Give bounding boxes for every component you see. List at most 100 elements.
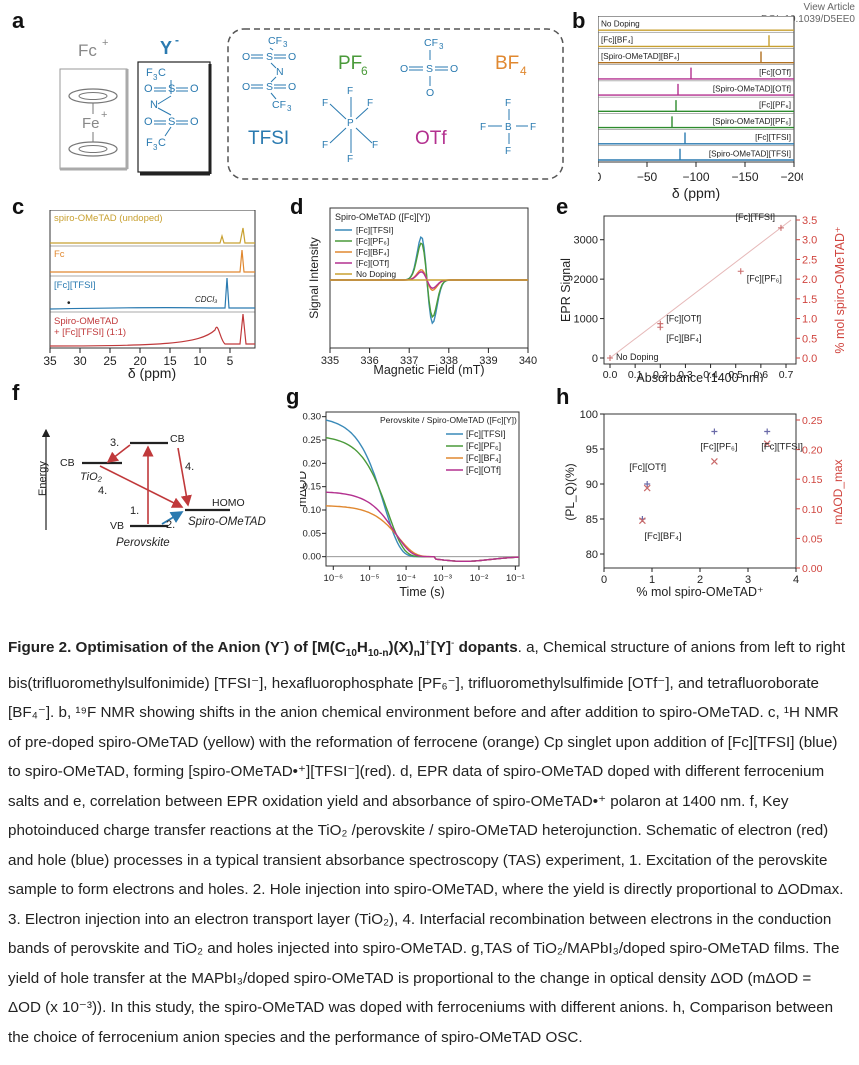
panel-d-frame bbox=[329, 207, 529, 349]
g-ytick-label: 0.20 bbox=[303, 458, 322, 469]
panel-letter-h: h bbox=[556, 384, 570, 409]
bf4-f3: F bbox=[530, 122, 536, 133]
panel-g-ylabel: mΔOD bbox=[300, 471, 309, 507]
tfsi2-o1: O bbox=[242, 51, 250, 63]
panel-e-xlabel: Absorbance (1400 nm) bbox=[636, 371, 763, 382]
f-homo-label: HOMO bbox=[212, 497, 245, 509]
f-cb-label: CB bbox=[60, 457, 75, 469]
panel-g-frame bbox=[325, 411, 520, 567]
e-y2tick-label: 3.5 bbox=[802, 215, 817, 227]
view-article-label[interactable]: View Article bbox=[803, 2, 855, 13]
h-ytick-label: 85 bbox=[586, 514, 598, 526]
view-article-link[interactable]: View Article DOI: 10.1039/D5EE0 bbox=[761, 2, 855, 26]
b-tick-label: −150 bbox=[731, 170, 758, 184]
b-trace bbox=[598, 148, 794, 161]
b-tick-label: 0 bbox=[598, 170, 602, 184]
f-step3: 3. bbox=[110, 437, 119, 449]
bf4-f4: F bbox=[505, 146, 511, 157]
g-legend-label: [Fc][OTf] bbox=[466, 465, 501, 475]
panel-letter-a: a bbox=[12, 8, 25, 33]
tfsi-c-top: C bbox=[158, 67, 166, 79]
recombination-arrow-cb bbox=[177, 447, 192, 507]
fe-label: Fe bbox=[82, 115, 100, 132]
c-tick-label: 35 bbox=[43, 354, 57, 368]
h-xtick-label: 1 bbox=[649, 574, 655, 586]
tfsi2-cf3-bot: CF bbox=[272, 99, 286, 111]
tfsi2-n: N bbox=[276, 66, 284, 78]
d-legend-label: [Fc][TFSI] bbox=[356, 225, 393, 235]
cp-ring-bottom-icon bbox=[68, 141, 118, 157]
c-tick-label: 25 bbox=[103, 354, 117, 368]
pf6-f2: F bbox=[322, 98, 328, 109]
d-legend-label: [Fc][OTf] bbox=[356, 258, 389, 268]
h-y2tick-label: 0.10 bbox=[802, 504, 823, 516]
h-plq-point bbox=[644, 481, 651, 487]
e-point bbox=[657, 320, 664, 327]
h-plq-point bbox=[764, 428, 771, 435]
panel-letter-b: b bbox=[572, 8, 586, 33]
g-xtick-label: 10⁻² bbox=[470, 573, 489, 584]
f-tio2-label: TiO₂ bbox=[80, 471, 103, 483]
e-y2tick-label: 3.0 bbox=[802, 235, 817, 247]
b-trace-label: [Spiro-OMeTAD][BF₄] bbox=[601, 52, 679, 61]
panel-b-nmr: No Doping [Fc][BF₄] [Spiro-OMeTAD][BF₄] [Fc… bbox=[598, 16, 803, 201]
e-point bbox=[737, 268, 744, 275]
tfsi-f3c-bot: F bbox=[146, 137, 153, 149]
f-step4b: 4. bbox=[98, 485, 107, 497]
pf6-label: PF bbox=[338, 53, 362, 74]
panel-h-y2label: mΔOD_max bbox=[831, 459, 845, 524]
tfsi-f3c-top-sub: 3 bbox=[153, 73, 158, 82]
panel-e-ylabel: EPR Signal bbox=[560, 258, 573, 322]
g-ytick-label: 0.00 bbox=[303, 552, 322, 563]
tfsi2-o4: O bbox=[288, 81, 296, 93]
c-trace-fctfsi bbox=[49, 277, 255, 310]
h-point-label: [Fc][TFSI] bbox=[761, 442, 803, 453]
f-cb2-label: CB bbox=[170, 433, 185, 445]
e-y2tick-label: 1.0 bbox=[802, 314, 817, 326]
h-dod-point bbox=[763, 440, 771, 448]
panel-e-chart: EPR Signal % mol spiro-OMeTAD⁺ 0 1000 2000… bbox=[560, 212, 847, 382]
h-ytick-label: 95 bbox=[586, 444, 598, 456]
svg-text:•: • bbox=[67, 298, 71, 309]
h-y2tick-label: 0.05 bbox=[802, 533, 823, 545]
h-point-label: [Fc][OTf] bbox=[629, 462, 666, 473]
panel-g-xlabel: Time (s) bbox=[399, 585, 444, 599]
recombination-arrow-tio2 bbox=[99, 465, 184, 508]
panel-letter-c: c bbox=[12, 194, 25, 219]
pf6-f1: F bbox=[347, 86, 353, 97]
caption-title-f: [Y] bbox=[430, 639, 452, 657]
d-tick-label: 337 bbox=[400, 355, 418, 367]
g-legend-label: [Fc][BF₄] bbox=[466, 453, 501, 463]
e-y2tick-label: 2.5 bbox=[802, 254, 817, 266]
y-charge: - bbox=[175, 33, 179, 47]
caption-body: . a, Chemical structure of anions from l… bbox=[8, 639, 846, 1046]
e-point-label: [Fc][TFSI] bbox=[735, 212, 775, 222]
caption-title-g: dopants bbox=[454, 639, 518, 657]
c-label-cdcl3: CDCl₃ bbox=[195, 295, 217, 304]
e-point-label: [Fc][PF₆] bbox=[747, 273, 782, 283]
e-xtick-label: 0.2 bbox=[653, 369, 668, 381]
caption-title-a: Optimisation of the Anion (Y bbox=[71, 639, 280, 657]
h-point-label: [Fc][PF₆] bbox=[700, 442, 737, 453]
panel-b-frame bbox=[598, 16, 795, 163]
tfsi-s2: S bbox=[168, 116, 175, 128]
panel-h-ylabel: (PL_Q)(%) bbox=[563, 463, 577, 520]
e-point-label: [Fc][BF₄] bbox=[666, 333, 701, 343]
tfsi-s1: S bbox=[168, 83, 175, 95]
f-step2: 2. bbox=[166, 519, 175, 531]
h-y2tick-label: 0.20 bbox=[802, 445, 823, 457]
b-trace bbox=[598, 132, 794, 145]
e-xtick-label: 0.4 bbox=[703, 369, 718, 381]
g-xtick-label: 10⁻³ bbox=[433, 573, 452, 584]
pf6-f5: F bbox=[372, 140, 378, 151]
h-y2tick-label: 0.25 bbox=[802, 415, 823, 427]
panel-d-legend-title: Spiro-OMeTAD ([Fc][Y]) bbox=[335, 212, 430, 222]
caption-title-e: ] bbox=[419, 639, 425, 657]
e-xtick-label: 0.0 bbox=[603, 369, 618, 381]
e-point bbox=[777, 224, 784, 231]
b-trace-label: [Spiro-OMeTAD][PF₆] bbox=[713, 117, 791, 126]
c-trace-undoped bbox=[50, 227, 255, 244]
energy-label: Energy bbox=[37, 461, 49, 496]
g-ytick-label: 0.15 bbox=[303, 482, 322, 493]
panel-letter-g: g bbox=[286, 384, 300, 409]
